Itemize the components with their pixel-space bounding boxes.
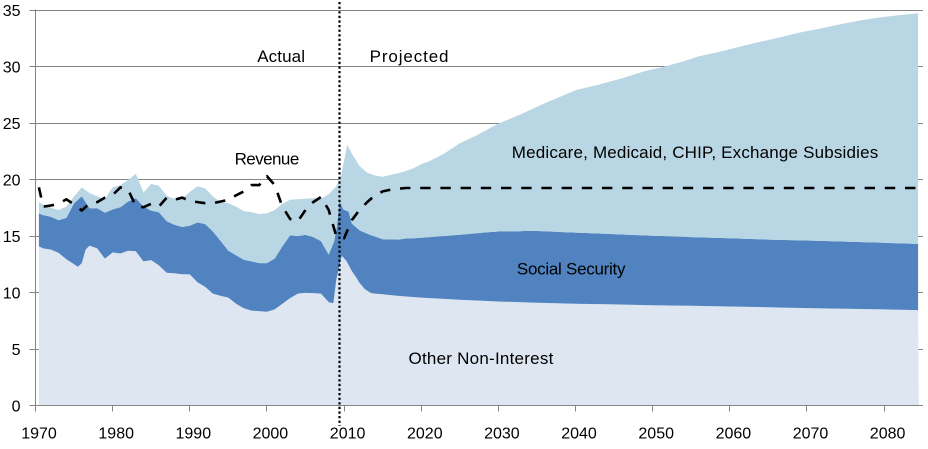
svg-text:Actual: Actual <box>257 47 305 66</box>
svg-text:2080: 2080 <box>870 426 906 443</box>
svg-text:Other Non-Interest: Other Non-Interest <box>409 349 554 368</box>
svg-text:25: 25 <box>3 116 21 133</box>
svg-text:2010: 2010 <box>330 426 366 443</box>
svg-text:1990: 1990 <box>176 426 212 443</box>
svg-text:20: 20 <box>3 173 21 190</box>
svg-text:35: 35 <box>3 3 21 20</box>
svg-text:2030: 2030 <box>484 426 520 443</box>
svg-text:30: 30 <box>3 60 21 77</box>
svg-text:Projected: Projected <box>370 47 449 66</box>
svg-text:2050: 2050 <box>638 426 674 443</box>
svg-text:Revenue: Revenue <box>235 150 300 169</box>
svg-text:0: 0 <box>12 399 21 416</box>
svg-text:15: 15 <box>3 229 21 246</box>
svg-text:2060: 2060 <box>716 426 752 443</box>
svg-text:1970: 1970 <box>21 426 57 443</box>
svg-text:2000: 2000 <box>253 426 289 443</box>
svg-text:Medicare, Medicaid, CHIP, Exch: Medicare, Medicaid, CHIP, Exchange Subsi… <box>512 143 878 162</box>
svg-text:1980: 1980 <box>98 426 134 443</box>
svg-text:5: 5 <box>12 342 21 359</box>
svg-text:10: 10 <box>3 286 21 303</box>
svg-text:2020: 2020 <box>407 426 443 443</box>
svg-text:2040: 2040 <box>561 426 597 443</box>
svg-text:Social Security: Social Security <box>517 259 626 278</box>
svg-text:2070: 2070 <box>793 426 829 443</box>
